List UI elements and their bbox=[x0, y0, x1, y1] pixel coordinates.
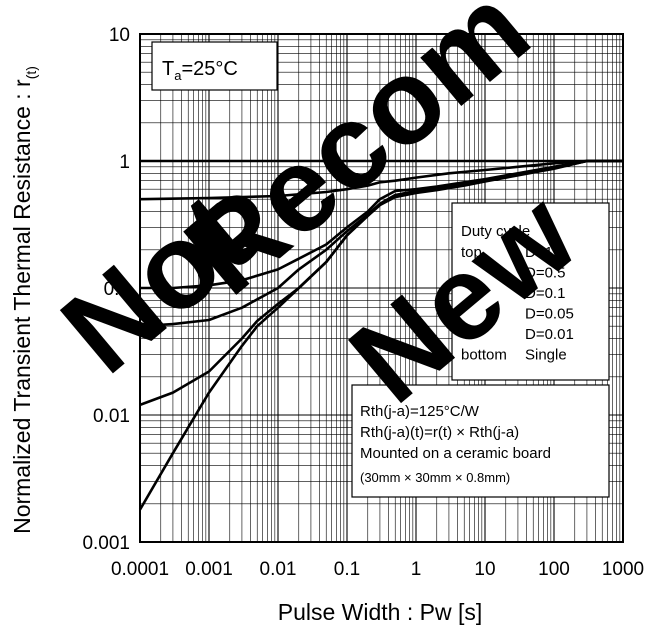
x-tick-label: 1 bbox=[411, 559, 422, 580]
x-tick-label: 1000 bbox=[602, 559, 644, 580]
y-axis-title-sub: (t) bbox=[23, 66, 39, 79]
condition-label: Ta=25°C bbox=[162, 58, 238, 83]
condition-box: Ta=25°C bbox=[151, 41, 278, 91]
condition-suffix: =25°C bbox=[181, 58, 237, 80]
y-tick-label: 0.1 bbox=[104, 279, 130, 300]
x-tick-label: 0.001 bbox=[185, 559, 233, 580]
x-tick-labels: 0.0001 0.001 0.01 0.1 1 10 100 1000 bbox=[111, 559, 644, 580]
legend-row-label: D=0.01 bbox=[525, 326, 574, 343]
series-line-5 bbox=[138, 159, 623, 511]
y-tick-labels: 0.001 0.01 0.1 1 10 bbox=[82, 25, 130, 554]
y-tick-label: 10 bbox=[109, 25, 130, 46]
x-tick-label: 0.1 bbox=[334, 559, 360, 580]
condition-prefix: T bbox=[162, 58, 174, 80]
y-tick-label: 1 bbox=[119, 152, 130, 173]
series-group bbox=[138, 159, 623, 511]
legend-row-prefix: bottom bbox=[461, 347, 507, 364]
legend-row-label: D=0.05 bbox=[525, 306, 574, 323]
x-tick-label: 100 bbox=[538, 559, 570, 580]
note-line: Rth(j-a)=125°C/W bbox=[360, 403, 480, 420]
note-line: Rth(j-a)(t)=r(t) × Rth(j-a) bbox=[360, 424, 519, 441]
plot-frame bbox=[139, 33, 624, 543]
legend-row-label: D=1 bbox=[525, 244, 553, 261]
legend-row-label: D=0.1 bbox=[525, 285, 565, 302]
legend-row-label: D=0.5 bbox=[525, 265, 565, 282]
y-tick-label: 0.001 bbox=[82, 533, 130, 554]
legend-row-prefix: top bbox=[461, 244, 482, 261]
note-lines: Rth(j-a)=125°C/W Rth(j-a)(t)=r(t) × Rth(j… bbox=[360, 403, 551, 462]
legend-box: Duty cycle top D=1 D=0.5 D=0.1 D=0.05 D=0.01 b… bbox=[451, 202, 610, 381]
y-axis-title-main: Normalized Transient Thermal Resistance … bbox=[9, 79, 35, 534]
note-box: Rth(j-a)=125°C/W Rth(j-a)(t)=r(t) × Rth(j… bbox=[351, 384, 610, 498]
legend-title: Duty cycle bbox=[461, 223, 530, 240]
condition-sub: a bbox=[174, 68, 182, 83]
series-line-1 bbox=[139, 159, 623, 201]
note-line: Mounted on a ceramic board bbox=[360, 445, 551, 462]
note-small-line: (30mm × 30mm × 0.8mm) bbox=[360, 470, 510, 485]
y-axis-title: Normalized Transient Thermal Resistance … bbox=[9, 66, 39, 534]
x-tick-label: 0.0001 bbox=[111, 559, 169, 580]
legend-rows: top D=1 D=0.5 D=0.1 D=0.05 D=0.01 bottom Single bbox=[461, 244, 574, 364]
legend-row-label: Single bbox=[525, 347, 567, 364]
x-tick-label: 10 bbox=[474, 559, 495, 580]
x-tick-label: 0.01 bbox=[260, 559, 297, 580]
y-tick-label: 0.01 bbox=[93, 406, 130, 427]
x-axis-title: Pulse Width : Pw [s] bbox=[278, 599, 483, 625]
